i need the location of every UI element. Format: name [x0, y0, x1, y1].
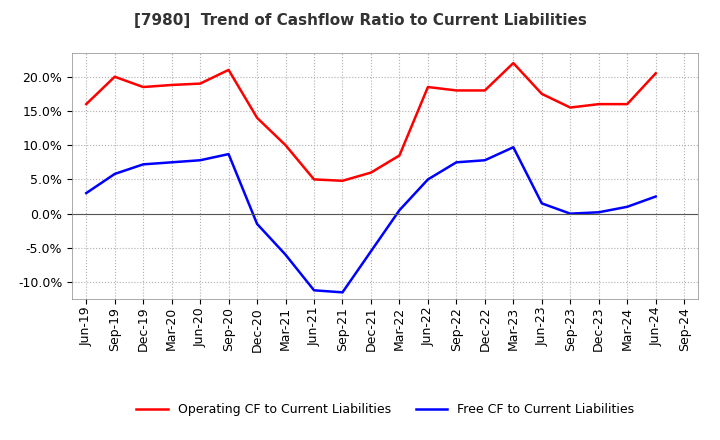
Free CF to Current Liabilities	[452, 160, 461, 165]
Operating CF to Current Liabilities	[167, 82, 176, 88]
Operating CF to Current Liabilities	[366, 170, 375, 175]
Free CF to Current Liabilities	[225, 151, 233, 157]
Operating CF to Current Liabilities	[623, 102, 631, 107]
Operating CF to Current Liabilities	[395, 153, 404, 158]
Line: Operating CF to Current Liabilities: Operating CF to Current Liabilities	[86, 63, 656, 181]
Free CF to Current Liabilities	[196, 158, 204, 163]
Free CF to Current Liabilities	[537, 201, 546, 206]
Text: [7980]  Trend of Cashflow Ratio to Current Liabilities: [7980] Trend of Cashflow Ratio to Curren…	[134, 13, 586, 28]
Line: Free CF to Current Liabilities: Free CF to Current Liabilities	[86, 147, 656, 292]
Operating CF to Current Liabilities	[196, 81, 204, 86]
Free CF to Current Liabilities	[282, 252, 290, 257]
Free CF to Current Liabilities	[167, 160, 176, 165]
Free CF to Current Liabilities	[423, 177, 432, 182]
Free CF to Current Liabilities	[338, 290, 347, 295]
Free CF to Current Liabilities	[595, 209, 603, 215]
Free CF to Current Liabilities	[480, 158, 489, 163]
Operating CF to Current Liabilities	[110, 74, 119, 79]
Free CF to Current Liabilities	[509, 145, 518, 150]
Operating CF to Current Liabilities	[338, 178, 347, 183]
Free CF to Current Liabilities	[310, 288, 318, 293]
Operating CF to Current Liabilities	[652, 71, 660, 76]
Operating CF to Current Liabilities	[423, 84, 432, 90]
Operating CF to Current Liabilities	[595, 102, 603, 107]
Free CF to Current Liabilities	[366, 249, 375, 254]
Operating CF to Current Liabilities	[310, 177, 318, 182]
Free CF to Current Liabilities	[566, 211, 575, 216]
Free CF to Current Liabilities	[253, 221, 261, 227]
Operating CF to Current Liabilities	[452, 88, 461, 93]
Free CF to Current Liabilities	[82, 191, 91, 196]
Free CF to Current Liabilities	[139, 162, 148, 167]
Free CF to Current Liabilities	[110, 171, 119, 176]
Operating CF to Current Liabilities	[509, 60, 518, 66]
Free CF to Current Liabilities	[395, 208, 404, 213]
Operating CF to Current Liabilities	[82, 102, 91, 107]
Operating CF to Current Liabilities	[282, 143, 290, 148]
Operating CF to Current Liabilities	[225, 67, 233, 73]
Operating CF to Current Liabilities	[537, 91, 546, 96]
Free CF to Current Liabilities	[652, 194, 660, 199]
Operating CF to Current Liabilities	[139, 84, 148, 90]
Legend: Operating CF to Current Liabilities, Free CF to Current Liabilities: Operating CF to Current Liabilities, Fre…	[131, 398, 639, 421]
Operating CF to Current Liabilities	[253, 115, 261, 121]
Operating CF to Current Liabilities	[480, 88, 489, 93]
Free CF to Current Liabilities	[623, 204, 631, 209]
Operating CF to Current Liabilities	[566, 105, 575, 110]
